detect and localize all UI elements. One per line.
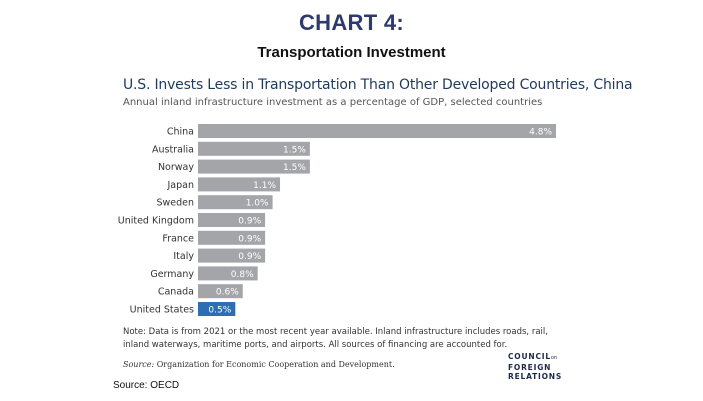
image-source: Source: OECD	[113, 380, 180, 391]
chart-title: U.S. Invests Less in Transportation Than…	[123, 77, 633, 93]
category-label: Australia	[152, 144, 194, 155]
category-label: France	[162, 233, 194, 244]
data-label: 1.5%	[283, 145, 306, 155]
data-label: 1.5%	[283, 163, 306, 173]
bar-chart: China 4.8% Australia 1.5% Norway 1.5% Japan 1.1…	[118, 124, 556, 316]
source-label: Source:	[123, 360, 155, 369]
bar-china	[198, 124, 556, 138]
bar-united-states	[198, 302, 236, 316]
category-label: China	[167, 127, 194, 138]
bar-germany	[198, 266, 258, 281]
bar-france	[198, 230, 266, 245]
category-label: United States	[130, 305, 194, 316]
bar-norway	[198, 159, 310, 174]
bar-japan	[198, 177, 281, 192]
data-label: 4.8%	[529, 128, 552, 138]
data-label: 0.9%	[238, 252, 261, 262]
logo-line-1: COUNCIL	[508, 352, 551, 361]
bar-sweden	[198, 195, 273, 210]
data-label: 0.6%	[216, 288, 239, 298]
data-label: 0.9%	[238, 234, 261, 244]
category-label: Japan	[167, 180, 195, 191]
category-label: Germany	[150, 269, 194, 280]
data-label: 1.1%	[253, 181, 276, 191]
category-label: United Kingdom	[118, 216, 194, 227]
category-label: Norway	[158, 162, 194, 173]
page-title: CHART 4:	[298, 10, 405, 35]
category-label: Italy	[173, 251, 194, 262]
data-label: 0.5%	[208, 306, 231, 316]
logo-line-1-small: on	[550, 355, 558, 361]
page-subtitle: Transportation Investment	[257, 44, 446, 61]
data-label: 0.9%	[238, 217, 261, 227]
bar-united-kingdom	[198, 213, 266, 227]
chart-source: Source: Organization for Economic Cooper…	[123, 360, 395, 369]
category-label: Sweden	[156, 198, 194, 209]
bar-canada	[198, 284, 243, 299]
category-label: Canada	[158, 287, 194, 298]
data-label: 1.0%	[246, 199, 269, 209]
bar-italy	[198, 248, 266, 263]
data-label: 0.8%	[231, 270, 254, 280]
chart-note: Note: Data is from 2021 or the most rece…	[123, 327, 548, 350]
chart-subtitle: Annual inland infrastructure investment …	[123, 97, 543, 108]
logo-line-2: FOREIGN	[508, 363, 552, 372]
source-text: Organization for Economic Cooperation an…	[156, 360, 395, 369]
bar-australia	[198, 141, 310, 156]
logo-line-3: RELATIONS	[508, 372, 563, 381]
cfr-logo: COUNCILon FOREIGN RELATIONS	[508, 352, 562, 381]
